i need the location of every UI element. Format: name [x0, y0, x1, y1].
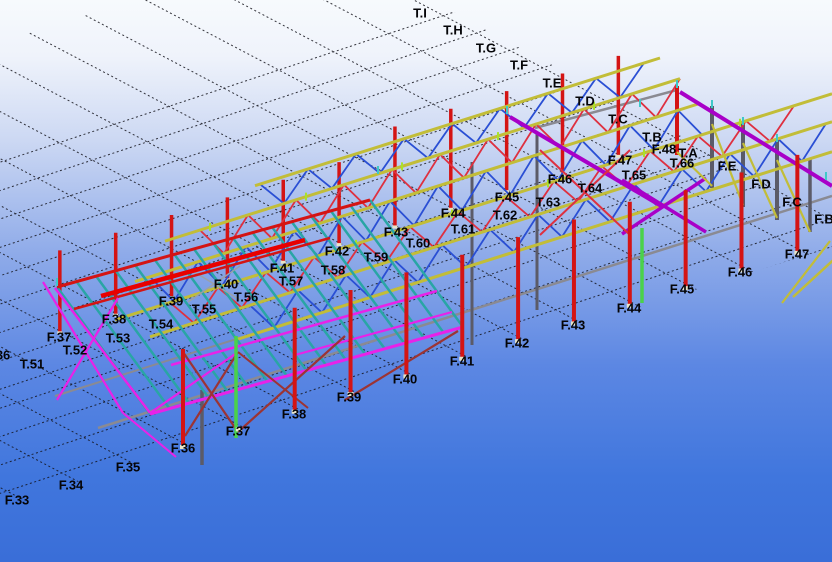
- grid-label: F.43: [560, 317, 586, 333]
- grid-label: F.D: [751, 176, 771, 192]
- grid-label: T.C: [608, 111, 628, 127]
- grid-label: F.41: [449, 353, 475, 369]
- grid-label: T.51: [19, 356, 45, 372]
- grid-label: T.61: [450, 221, 476, 237]
- grid-label: F.41: [269, 260, 295, 276]
- grid-label: T.65: [621, 167, 647, 183]
- grid-label: F.42: [504, 335, 530, 351]
- grid-label: F.39: [158, 293, 184, 309]
- grid-label: T.59: [363, 249, 389, 265]
- grid-label: T.F: [509, 57, 529, 73]
- grid-label: F.47: [607, 152, 633, 168]
- grid-label: T.53: [105, 330, 131, 346]
- grid-label: T.54: [148, 316, 174, 332]
- grid-label: F.39: [336, 389, 362, 405]
- grid-label: T.I: [413, 5, 427, 21]
- grid-label: F.46: [727, 264, 753, 280]
- grid-label: T.60: [405, 235, 431, 251]
- grid-label: F.45: [494, 189, 520, 205]
- grid-label: F.42: [324, 243, 350, 259]
- grid-label: T.56: [233, 289, 259, 305]
- grid-label: F.40: [392, 371, 418, 387]
- grid-label: F.45: [669, 281, 695, 297]
- grid-label: F.C: [782, 194, 802, 210]
- grid-label: T.H: [443, 22, 463, 38]
- grid-label: F.44: [616, 300, 642, 316]
- grid-label: F.B: [814, 211, 832, 227]
- grid-label: F.34: [58, 477, 84, 493]
- grid-label: F.35: [115, 459, 141, 475]
- grid-label: T.63: [535, 194, 561, 210]
- grid-label: F.40: [213, 276, 239, 292]
- grid-label: F.44: [440, 205, 466, 221]
- grid-label: T.D: [575, 93, 595, 109]
- grid-label: T.64: [577, 180, 603, 196]
- grid-label: T.62: [492, 207, 518, 223]
- grid-label: T.A: [678, 145, 698, 161]
- grid-label: F.E: [717, 158, 737, 174]
- grid-label: T.66: [669, 155, 695, 171]
- grid-label: F.43: [383, 224, 409, 240]
- grid-label: F.36: [0, 347, 11, 363]
- grid-label: F.38: [281, 406, 307, 422]
- grid-label: F.37: [225, 423, 251, 439]
- grid-label: F.38: [101, 311, 127, 327]
- grid-label: F.36: [170, 440, 196, 456]
- grid-label: T.52: [62, 342, 88, 358]
- grid-label: T.E: [542, 75, 562, 91]
- grid-label: T.B: [642, 129, 662, 145]
- grid-label: F.47: [784, 246, 810, 262]
- grid-label: T.G: [475, 40, 497, 56]
- grid-label: T.55: [191, 301, 217, 317]
- grid-label: T.58: [320, 262, 346, 278]
- grid-label: F.48: [651, 141, 677, 157]
- grid-label: F.37: [46, 329, 72, 345]
- grid-label: F.46: [547, 171, 573, 187]
- grid-label: T.57: [278, 273, 304, 289]
- grid-label: F.33: [4, 492, 30, 508]
